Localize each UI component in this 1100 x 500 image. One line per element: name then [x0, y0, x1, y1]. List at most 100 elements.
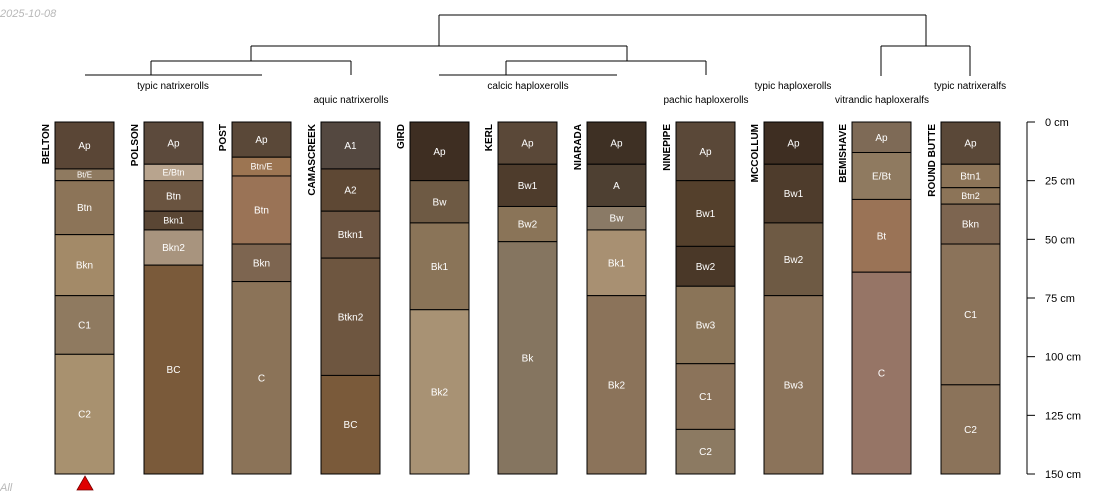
horizon-label: Bw1 [518, 181, 538, 192]
horizon-polson-2 [143, 180, 204, 212]
horizon-post-4 [231, 281, 292, 475]
horizon-mccollum-0 [763, 121, 824, 165]
horizon-label: Btn [77, 203, 92, 214]
profile-name: NIARADA [573, 124, 584, 170]
group-label: vitrandic haploxeralfs [835, 95, 929, 106]
horizon-label: Bkn2 [162, 243, 185, 254]
horizon-label: Bk2 [608, 380, 626, 391]
group-label: aquic natrixerolls [313, 95, 388, 106]
horizon-label: Bw3 [784, 380, 804, 391]
horizon-label: Bkn [962, 220, 979, 231]
horizon-label: Btn/E [250, 162, 272, 172]
horizon-camascreek-1 [320, 168, 381, 212]
profile-name: POST [218, 124, 229, 151]
horizon-label: Bkn [253, 258, 270, 269]
horizon-label: C2 [78, 410, 91, 421]
horizon-label: Btn [166, 191, 181, 202]
horizon-label: A2 [344, 186, 357, 197]
horizon-camascreek-2 [320, 210, 381, 259]
horizon-label: C1 [699, 392, 712, 403]
horizon-camascreek-4 [320, 374, 381, 475]
depth-tick-label: 100 cm [1045, 352, 1081, 364]
group-label: typic natrixeralfs [934, 81, 1006, 92]
horizon-label: Bw [610, 214, 625, 225]
horizon-label: C1 [964, 310, 977, 321]
horizon-label: C [258, 373, 265, 384]
horizon-belton-5 [54, 353, 115, 475]
horizon-label: A1 [344, 141, 357, 152]
footer-note: All [0, 482, 13, 494]
horizon-label: Bw2 [784, 255, 804, 266]
horizon-label: Ap [255, 135, 268, 146]
depth-tick-label: 50 cm [1045, 234, 1075, 246]
depth-tick-label: 0 cm [1045, 117, 1069, 129]
horizon-niarada-0 [586, 121, 647, 165]
horizon-label: Bk1 [431, 262, 449, 273]
horizon-label: C1 [78, 320, 91, 331]
horizon-label: Bt [877, 231, 887, 242]
horizon-label: Bk1 [608, 258, 626, 269]
horizon-label: Ap [78, 141, 91, 152]
horizon-label: E/Btn [162, 168, 184, 178]
horizon-kerl-2 [497, 205, 558, 243]
horizon-label: Bw3 [696, 320, 716, 331]
profile-name: BEMISHAVE [838, 124, 849, 183]
horizon-label: Bkn [76, 261, 93, 272]
horizon-niarada-3 [586, 229, 647, 297]
horizon-bemishave-1 [851, 152, 912, 200]
horizon-belton-0 [54, 121, 115, 170]
horizon-ninepipe-1 [675, 180, 736, 247]
horizon-bemishave-2 [851, 198, 912, 273]
horizon-label: Ap [610, 139, 623, 150]
horizon-gird-2 [409, 222, 470, 311]
horizon-round-butte-3 [940, 203, 1001, 245]
horizon-polson-4 [143, 229, 204, 266]
horizon-kerl-0 [497, 121, 558, 165]
horizon-label: Btn [254, 206, 269, 217]
group-label: calcic haploxerolls [487, 81, 568, 92]
depth-tick-label: 25 cm [1045, 176, 1075, 188]
horizon-label: E/Bt [872, 171, 891, 182]
horizon-label: C [878, 369, 885, 380]
horizon-label: Bw1 [784, 189, 804, 200]
depth-tick-label: 150 cm [1045, 469, 1081, 481]
profile-name: CAMASCREEK [307, 123, 318, 195]
horizon-post-3 [231, 243, 292, 283]
horizon-label: Ap [521, 139, 534, 150]
horizon-label: Bt/E [77, 171, 92, 180]
horizon-mccollum-3 [763, 295, 824, 475]
horizon-label: BC [167, 365, 181, 376]
horizon-belton-3 [54, 234, 115, 297]
horizon-label: BC [344, 420, 358, 431]
horizon-label: C2 [964, 425, 977, 436]
profile-name: NINEPIPE [662, 124, 673, 171]
horizon-bemishave-0 [851, 121, 912, 154]
horizon-label: Btkn1 [338, 230, 364, 241]
horizon-label: Ap [875, 133, 888, 144]
depth-tick-label: 75 cm [1045, 293, 1075, 305]
horizon-round-butte-5 [940, 384, 1001, 475]
horizon-kerl-3 [497, 241, 558, 475]
group-label: typic haploxerolls [755, 81, 832, 92]
profile-name: GIRD [396, 124, 407, 149]
horizon-label: Ap [964, 139, 977, 150]
group-label: typic natrixerolls [137, 81, 209, 92]
group-label: pachic haploxerolls [663, 95, 748, 106]
horizon-post-2 [231, 175, 292, 245]
profile-name: KERL [484, 124, 495, 151]
horizon-post-0 [231, 121, 292, 158]
profile-name: ROUND BUTTE [927, 124, 938, 197]
horizon-label: C2 [699, 447, 712, 458]
horizon-label: Bkn1 [163, 216, 184, 226]
horizon-niarada-1 [586, 163, 647, 207]
horizon-gird-0 [409, 121, 470, 182]
horizon-label: Bw2 [518, 220, 538, 231]
horizon-belton-4 [54, 295, 115, 355]
horizon-polson-5 [143, 264, 204, 475]
horizon-bemishave-3 [851, 271, 912, 475]
profile-name: BELTON [41, 124, 52, 164]
horizon-label: Ap [433, 147, 446, 158]
horizon-label: Bk2 [431, 387, 449, 398]
horizon-round-butte-4 [940, 243, 1001, 386]
selected-profile-marker [76, 475, 94, 491]
